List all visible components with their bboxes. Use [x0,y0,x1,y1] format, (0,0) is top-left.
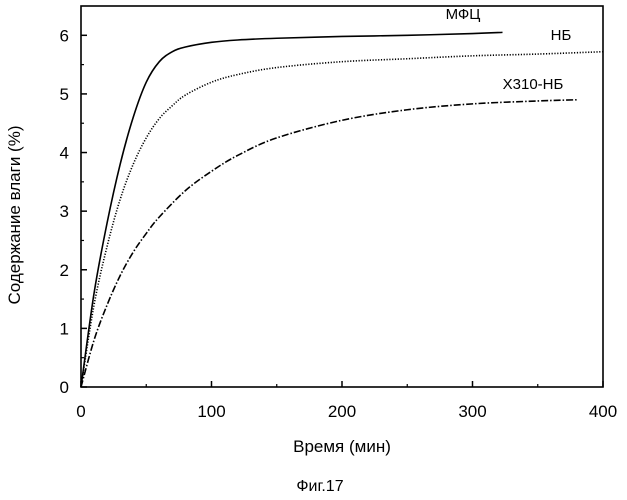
x-tick-label: 0 [76,402,85,421]
y-tick-label: 5 [60,85,69,104]
series-line [81,32,503,387]
y-tick-label: 0 [60,378,69,397]
x-tick-label: 200 [328,402,356,421]
series-label: НБ [551,27,572,44]
series-label: Х310-НБ [503,76,564,93]
x-tick-label: 300 [458,402,486,421]
figure-caption: Фиг.17 [296,478,343,495]
y-axis: 0 1 2 3 4 5 6 [60,26,87,397]
y-tick-label: 6 [60,26,69,45]
plot-frame [81,6,603,387]
series-labels: МФЦ НБ Х310-НБ [446,6,572,93]
x-axis-title: Время (мин) [293,437,391,456]
y-tick-label: 3 [60,202,69,221]
x-tick-label: 100 [197,402,225,421]
series-label: МФЦ [446,6,481,23]
x-tick-label: 400 [589,402,617,421]
y-axis-title: Содержание влаги (%) [5,126,24,305]
y-tick-label: 2 [60,261,69,280]
series-line [81,52,603,387]
y-tick-label: 4 [60,144,69,163]
plot-border [81,6,603,387]
series-line [81,100,577,387]
y-tick-label: 1 [60,319,69,338]
